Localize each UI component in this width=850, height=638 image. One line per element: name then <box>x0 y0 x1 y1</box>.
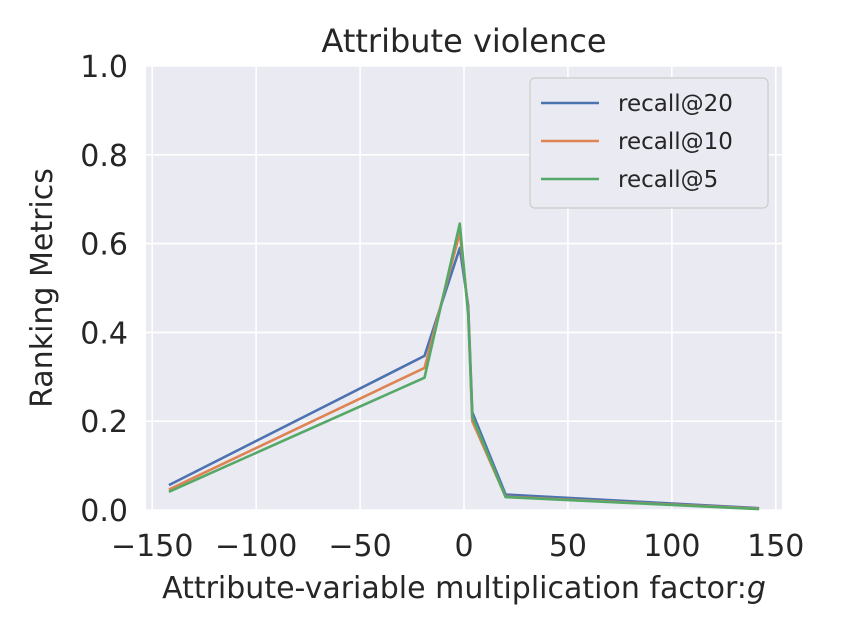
legend-box <box>529 77 769 209</box>
y-tick-labels: 0.0 0.2 0.4 0.6 0.8 1.0 <box>80 50 128 529</box>
y-tick-label: 0.6 <box>80 228 128 263</box>
series-line-recall-at-5 <box>168 222 760 511</box>
y-tick-label: 0.0 <box>80 494 128 529</box>
x-tick-label: 100 <box>643 529 700 564</box>
grid-lines <box>146 65 782 511</box>
x-tick-label: 150 <box>747 529 804 564</box>
x-tick-labels: −150 −100 −50 0 50 100 150 <box>111 529 804 564</box>
legend-label: recall@10 <box>618 129 733 155</box>
x-tick-label: −150 <box>111 529 193 564</box>
x-tick-label: 0 <box>454 529 473 564</box>
x-axis-label: Attribute-variable multiplication factor… <box>162 571 766 606</box>
legend-label: recall@20 <box>618 91 733 117</box>
y-tick-label: 0.2 <box>80 405 128 440</box>
legend-label: recall@5 <box>618 167 718 193</box>
series-lines <box>168 222 760 511</box>
y-tick-label: 1.0 <box>80 50 128 85</box>
x-tick-label: −100 <box>215 529 297 564</box>
chart-title: Attribute violence <box>321 22 606 60</box>
x-tick-label: −50 <box>328 529 391 564</box>
x-axis-label-text: Attribute-variable multiplication factor… <box>162 571 747 606</box>
x-axis-label-variable: g <box>747 571 766 606</box>
y-tick-label: 0.8 <box>80 139 128 174</box>
y-tick-label: 0.4 <box>80 316 128 351</box>
legend: recall@20 recall@10 recall@5 <box>529 77 769 209</box>
y-axis-label: Ranking Metrics <box>25 168 60 408</box>
x-tick-label: 50 <box>549 529 587 564</box>
